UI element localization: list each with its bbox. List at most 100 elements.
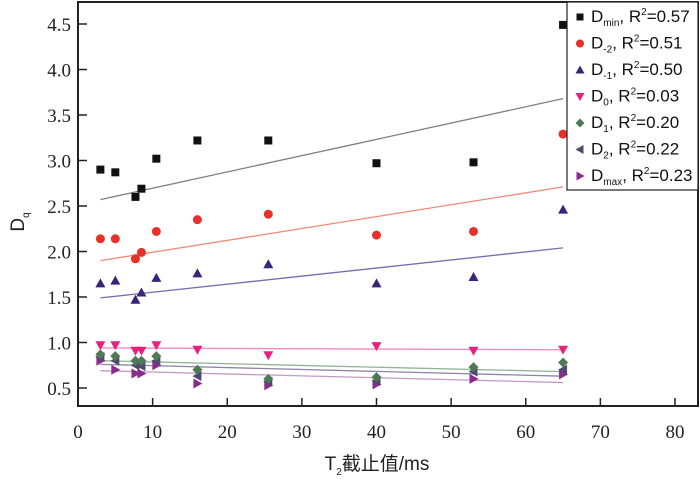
data-point	[95, 341, 106, 351]
x-tick-label: 80	[666, 422, 685, 443]
trend-line-d-2	[100, 186, 564, 262]
x-tick-label: 20	[218, 422, 237, 443]
data-point	[151, 226, 161, 236]
legend-label: D-1, R2=0.50	[591, 60, 683, 82]
data-point	[192, 364, 203, 375]
data-point	[130, 294, 141, 304]
data-point	[111, 364, 121, 375]
data-point	[372, 159, 381, 168]
data-point	[137, 184, 146, 193]
data-point	[136, 355, 147, 366]
series-d1	[95, 349, 569, 384]
data-point	[263, 351, 274, 361]
data-point	[469, 373, 479, 384]
legend-label: D2, R2=0.22	[591, 140, 679, 162]
x-axis: 0 10 20 30 40 50 60 70 80	[73, 398, 685, 443]
x-tick-label: 60	[516, 422, 535, 443]
data-point	[131, 192, 140, 201]
legend-marker	[576, 13, 584, 21]
series-dmin	[96, 20, 568, 201]
data-point	[468, 362, 479, 373]
trend-line-d2	[100, 363, 564, 377]
data-point	[559, 369, 569, 380]
legend-marker	[575, 93, 585, 101]
y-axis: 0.5 1.0 1.5 2.0 2.5 3.0 3.5 4.0 4.5	[47, 15, 87, 400]
y-axis-label: Dq	[8, 212, 32, 231]
data-point	[152, 360, 162, 371]
y-tick-label: 2.0	[47, 243, 71, 264]
x-tick-label: 10	[143, 422, 162, 443]
data-point	[95, 349, 106, 360]
legend-item-d-1: D-1, R2=0.50	[575, 60, 683, 82]
y-tick-label: 4.0	[47, 61, 71, 82]
legend-marker	[575, 145, 584, 154]
legend-item-d-2: D-2, R2=0.51	[576, 34, 683, 56]
trend-line-d0	[100, 347, 564, 351]
y-tick-label: 4.5	[47, 15, 71, 36]
data-point	[110, 341, 121, 351]
legend-label: D-2, R2=0.51	[591, 34, 683, 56]
data-point	[264, 136, 273, 145]
trend-line-d1	[100, 360, 564, 373]
data-point	[192, 371, 202, 382]
legend-marker	[576, 39, 584, 48]
legend-label: Dmin, R2=0.57	[591, 7, 690, 29]
plot-frame	[77, 1, 699, 407]
x-tick-label: 50	[442, 422, 461, 443]
y-tick-label: 3.0	[47, 152, 71, 173]
series-d0	[95, 341, 569, 361]
data-point	[192, 215, 202, 225]
x-tick-label: 30	[292, 422, 311, 443]
data-point	[111, 168, 120, 177]
data-point	[192, 345, 203, 355]
data-point	[110, 351, 121, 362]
trend-line-d-1	[100, 247, 564, 299]
series-d-2	[95, 129, 568, 264]
data-point	[558, 364, 568, 375]
data-point	[136, 287, 147, 297]
y-tick-label: 1.5	[47, 288, 71, 309]
data-point	[193, 378, 203, 389]
data-point	[96, 165, 105, 174]
data-point	[371, 278, 382, 288]
data-point	[371, 372, 382, 383]
legend-label: D0, R2=0.03	[591, 87, 679, 109]
legend-item-dmin: Dmin, R2=0.57	[576, 7, 690, 29]
legend-item-d0: D0, R2=0.03	[575, 87, 679, 109]
trend-line-dmax	[100, 370, 564, 384]
data-point	[371, 342, 382, 352]
data-point	[263, 259, 274, 269]
data-point	[558, 204, 569, 214]
legend-marker	[575, 118, 585, 128]
data-point	[95, 234, 105, 244]
data-point	[136, 247, 146, 257]
data-point	[558, 357, 569, 368]
data-point	[151, 351, 162, 362]
data-point	[151, 341, 162, 351]
data-point	[95, 278, 106, 288]
data-point	[130, 254, 140, 264]
data-point	[192, 268, 203, 278]
trend-line-dmin	[100, 97, 564, 201]
data-point	[372, 230, 381, 240]
data-point	[193, 136, 202, 145]
data-point	[469, 158, 478, 167]
y-tick-label: 2.5	[47, 197, 71, 218]
data-point	[263, 209, 273, 219]
data-point	[110, 275, 121, 285]
data-point	[468, 346, 479, 356]
legend-marker	[575, 65, 585, 74]
series-d-1	[95, 204, 569, 304]
legend-label: D1, R2=0.20	[591, 113, 679, 135]
data-point	[152, 154, 161, 163]
data-point	[130, 355, 141, 366]
y-tick-label: 3.5	[47, 106, 71, 127]
legend: Dmin, R2=0.57 D-2, R2=0.51 D-1, R2=0.50 D0,…	[575, 7, 693, 188]
legend-item-dmax: Dmax, R2=0.23	[576, 166, 693, 188]
x-tick-label: 70	[591, 422, 610, 443]
data-point	[559, 20, 568, 29]
legend-item-d1: D1, R2=0.20	[575, 113, 679, 135]
legend-item-d2: D2, R2=0.22	[575, 140, 679, 162]
data-point	[558, 129, 568, 139]
